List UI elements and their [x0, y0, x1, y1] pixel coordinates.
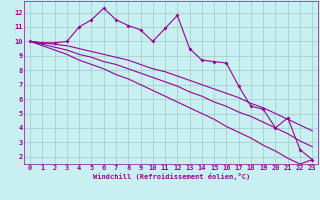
X-axis label: Windchill (Refroidissement éolien,°C): Windchill (Refroidissement éolien,°C)	[92, 173, 250, 180]
